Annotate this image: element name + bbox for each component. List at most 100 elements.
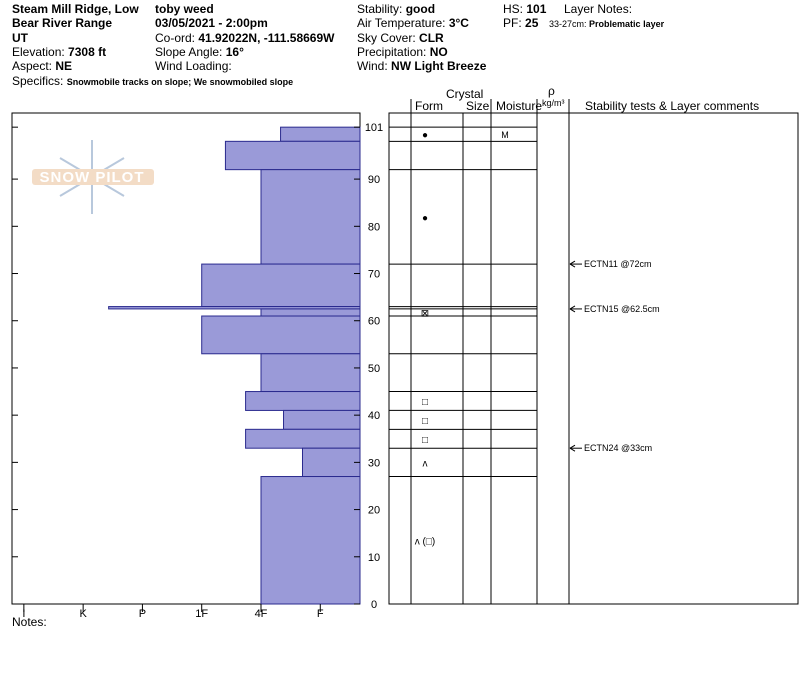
hardness-bar xyxy=(201,315,361,355)
hardness-bar xyxy=(283,409,361,430)
location: Steam Mill Ridge, Low xyxy=(12,2,139,16)
slope: Slope Angle: 16° xyxy=(155,45,244,59)
value: NE xyxy=(55,59,72,73)
hs: HS: 101 xyxy=(503,2,547,16)
th-crystal: Crystal xyxy=(446,87,483,101)
label: Slope Angle: xyxy=(155,45,222,59)
value: 41.92022N, -111.58669W xyxy=(198,31,335,45)
logo-band xyxy=(32,169,154,185)
x-tick-label: 1F xyxy=(195,608,208,620)
wind-loading: Wind Loading: xyxy=(155,59,232,73)
y-tick-label: 40 xyxy=(368,410,380,422)
coord: Co-ord: 41.92022N, -111.58669W xyxy=(155,31,335,45)
hardness-bar xyxy=(201,263,361,308)
layer-notes: Layer Notes: xyxy=(564,2,632,16)
label: Sky Cover: xyxy=(357,31,416,45)
crystal-form: □ xyxy=(422,416,428,427)
datetime: 03/05/2021 - 2:00pm xyxy=(155,16,268,30)
note: Problematic layer xyxy=(589,19,665,29)
label: Wind: xyxy=(357,59,388,73)
label: Co-ord: xyxy=(155,31,195,45)
test-label: ECTN15 @62.5cm xyxy=(584,304,660,314)
value: good xyxy=(406,2,435,16)
state: UT xyxy=(12,31,29,45)
hardness-bar xyxy=(260,169,361,265)
x-tick-label: P xyxy=(139,608,146,620)
observer: toby weed xyxy=(155,2,214,16)
value: 7308 ft xyxy=(68,45,106,59)
label: Aspect: xyxy=(12,59,52,73)
arrow-head xyxy=(569,260,576,268)
arrow-head xyxy=(569,305,576,313)
label: Specifics: xyxy=(12,74,63,88)
th-density: kg/m³ xyxy=(542,98,565,108)
crystal-form: ● xyxy=(422,213,428,224)
label: HS: xyxy=(503,2,523,16)
y-tick-label: 90 xyxy=(368,174,380,186)
x-tick-label: F xyxy=(317,608,324,620)
y-tick-label: 0 xyxy=(371,599,377,611)
hardness-bar xyxy=(224,140,361,171)
logo-text: SNOW PILOT xyxy=(40,169,145,186)
precip: Precipitation: NO xyxy=(357,45,448,59)
value: 3°C xyxy=(449,16,469,30)
hardness-bar xyxy=(108,306,361,310)
label: Air Temperature: xyxy=(357,16,445,30)
th-size: Size xyxy=(466,99,490,113)
hardness-bar xyxy=(245,428,361,449)
range: Bear River Range xyxy=(12,16,112,30)
th-moisture: Moisture xyxy=(496,99,542,113)
label: Stability: xyxy=(357,2,402,16)
th-form: Form xyxy=(415,99,443,113)
specifics: Specifics: Snowmobile tracks on slope; W… xyxy=(12,74,293,88)
label: PF: xyxy=(503,16,522,30)
crystal-form: □ xyxy=(422,435,428,446)
x-tick-label: I xyxy=(22,608,25,620)
y-tick-label: 10 xyxy=(368,552,380,564)
value: NO xyxy=(430,45,448,59)
label: Precipitation: xyxy=(357,45,426,59)
elevation: Elevation: 7308 ft xyxy=(12,45,106,59)
x-tick-label: K xyxy=(79,608,87,620)
hardness-bar xyxy=(245,391,361,411)
y-tick-label: 20 xyxy=(368,505,380,517)
hardness-bar xyxy=(301,447,361,478)
y-tick-label: 50 xyxy=(368,363,380,375)
crystal-form: ʌ (□) xyxy=(415,536,435,547)
value: 25 xyxy=(525,16,539,30)
label: Elevation: xyxy=(12,45,65,59)
th-rho: ρ xyxy=(548,84,555,98)
hardness-bar xyxy=(280,126,361,142)
crystal-form: □ xyxy=(422,397,428,408)
hardness-bar xyxy=(260,476,361,605)
notes-label: Notes: xyxy=(12,615,47,629)
moisture: M xyxy=(501,130,509,140)
crystal-form: ● xyxy=(422,130,428,141)
th-comments: Stability tests & Layer comments xyxy=(585,99,759,113)
range: 33-27cm: xyxy=(549,19,587,29)
test-label: ECTN24 @33cm xyxy=(584,443,652,453)
pf: PF: 25 xyxy=(503,16,539,30)
value: Snowmobile tracks on slope; We snowmobil… xyxy=(67,77,293,87)
hardness-bar xyxy=(260,308,361,317)
sky: Sky Cover: CLR xyxy=(357,31,444,45)
y-tick-label: 70 xyxy=(368,269,380,281)
y-tick-label: 60 xyxy=(368,316,380,328)
aspect: Aspect: NE xyxy=(12,59,72,73)
table-columns xyxy=(389,99,570,604)
x-tick-label: 4F xyxy=(255,608,268,620)
crystal-form: ʌ xyxy=(423,458,428,469)
value: CLR xyxy=(419,31,444,45)
test-label: ECTN11 @72cm xyxy=(584,259,652,269)
arrow-head xyxy=(569,444,576,452)
value: 16° xyxy=(226,45,244,59)
wind: Wind: NW Light Breeze xyxy=(357,59,487,73)
table-frame xyxy=(388,112,799,605)
y-tick-label: 80 xyxy=(368,221,380,233)
layer-note: 33-27cm: Problematic layer xyxy=(549,19,665,29)
hardness-bar xyxy=(260,353,361,393)
crystal-form: ⊠ xyxy=(421,308,429,319)
value: NW Light Breeze xyxy=(391,59,487,73)
air-temp: Air Temperature: 3°C xyxy=(357,16,469,30)
